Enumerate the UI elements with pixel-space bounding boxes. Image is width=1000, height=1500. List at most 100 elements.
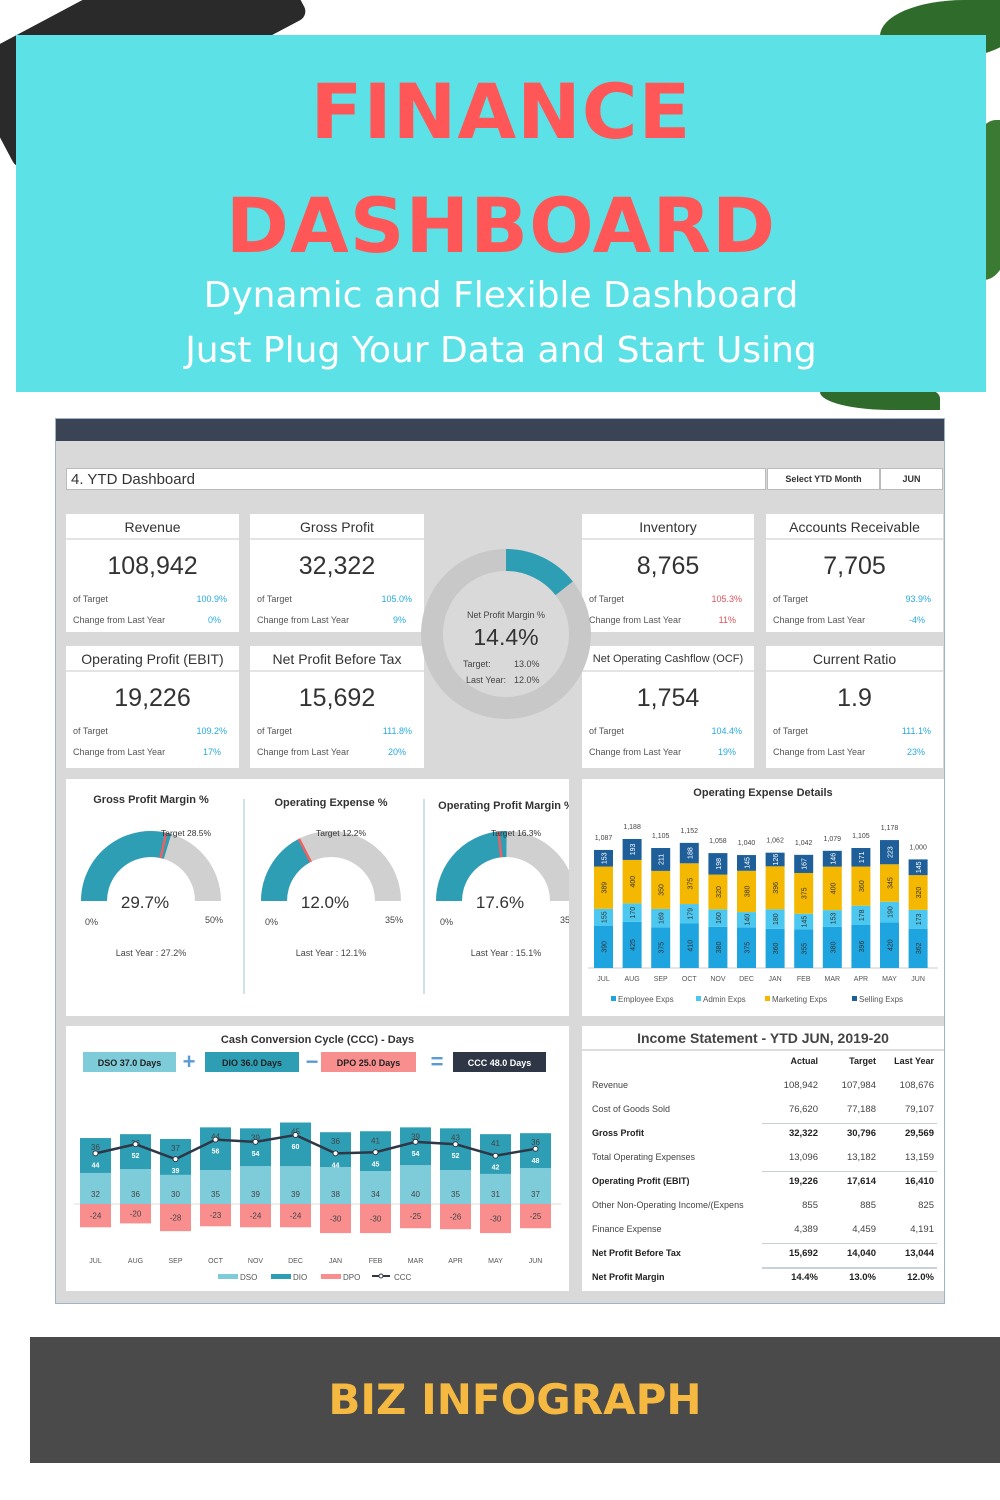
gauge-min: 0% [265, 917, 278, 927]
ccc-month-label: DEC [288, 1258, 303, 1265]
opex-segment-label: 375 [659, 942, 666, 954]
opex-bar-segment [737, 927, 756, 968]
opex-total-label: 1,000 [909, 844, 927, 851]
gauge-target-marker [159, 832, 168, 859]
dso-label: 34 [371, 1190, 380, 1199]
dpo-label: -20 [130, 1210, 142, 1219]
ccc-value-label: 45 [372, 1161, 380, 1168]
opex-segment-label: 345 [888, 877, 895, 889]
dso-label: 35 [451, 1190, 460, 1199]
kpi-title: Inventory [582, 514, 754, 540]
dio-bar [400, 1127, 431, 1166]
opex-bar-segment [708, 874, 728, 910]
opex-bar-segment [594, 925, 613, 968]
dio-label: 37 [171, 1144, 180, 1153]
opex-segment-label: 155 [602, 911, 609, 923]
dpo-label: -25 [410, 1212, 422, 1221]
dso-label: 39 [291, 1190, 300, 1199]
dpo-bar [160, 1204, 191, 1232]
change-value: 17% [202, 747, 221, 757]
opex-total-label: 1,178 [881, 825, 899, 832]
opex-total-label: 1,188 [623, 824, 641, 831]
opex-segment-label: 362 [916, 942, 923, 954]
dso-label: 30 [171, 1190, 180, 1199]
gauges-panel: Gross Profit Margin % Target 28.5% 29.7% 0%… [66, 779, 569, 1016]
dpo-label: -30 [490, 1215, 502, 1224]
dpo-label: -24 [90, 1212, 102, 1221]
gauge-value: 12.0% [301, 893, 349, 912]
kpi-card: Current Ratio 1.9 of Target Change from Las… [766, 646, 943, 768]
opex-bar-segment [679, 863, 699, 905]
income-cell: 4,191 [910, 1224, 934, 1235]
opex-bar-segment [594, 849, 613, 867]
opex-month-label: JUN [911, 976, 925, 983]
gauges-svg: Gross Profit Margin % Target 28.5% 29.7% 0%… [81, 794, 569, 994]
ccc-point [212, 1136, 219, 1143]
opex-bar-segment [737, 870, 756, 913]
gauge-min: 0% [85, 917, 98, 927]
opex-bar-segment [594, 866, 613, 909]
kpi-title: Revenue [66, 514, 239, 540]
opex-bar-segment [765, 852, 785, 867]
opex-bar-segment [822, 910, 842, 927]
legend-label: DIO [293, 1273, 307, 1282]
income-cell: 79,107 [904, 1104, 934, 1115]
opex-segment-label: 167 [802, 858, 809, 870]
change-label: Change from Last Year [73, 747, 166, 757]
opex-bar-segment [708, 909, 728, 927]
opex-bar-segment [794, 913, 814, 930]
banner-subtitle-1: Dynamic and Flexible Dashboard [203, 275, 799, 316]
of-target-label: of Target [589, 594, 624, 604]
income-column-header: Actual [790, 1056, 818, 1066]
opex-segment-label: 153 [602, 852, 609, 864]
dso-bar [400, 1165, 431, 1204]
opex-segment-label: 153 [830, 912, 837, 924]
ccc-point [452, 1141, 459, 1148]
opex-segment-label: 169 [659, 912, 666, 924]
opex-bar-segment [908, 859, 928, 876]
opex-month-label: DEC [739, 976, 754, 983]
opex-bar-segment [708, 926, 728, 968]
income-row-label: Finance Expense [592, 1224, 662, 1234]
ccc-value-label: 60 [292, 1144, 300, 1151]
opex-bar-segment [651, 908, 671, 928]
opex-total-label: 1,087 [595, 835, 613, 842]
gauge-max: 35% [385, 915, 403, 925]
kpi-value: 7,705 [823, 552, 886, 580]
ccc-summary-label: CCC 48.0 Days [468, 1058, 532, 1068]
opex-segment-label: 320 [716, 886, 723, 898]
opex-bar-segment [594, 908, 613, 926]
legend-swatch [696, 996, 701, 1001]
legend-swatch [852, 996, 857, 1001]
change-label: Change from Last Year [73, 615, 166, 625]
income-statement-panel: Income Statement - YTD JUN, 2019-20 Actu… [582, 1026, 944, 1291]
opex-segment-label: 193 [630, 844, 637, 856]
opex-bar-segment [908, 875, 928, 910]
select-month-dropdown[interactable]: JUN [880, 468, 943, 490]
banner-title-line2: DASHBOARD [225, 181, 777, 270]
opex-segment-label: 178 [859, 909, 866, 921]
change-value: 19% [717, 747, 736, 757]
dso-bar [480, 1173, 511, 1204]
ccc-summary-label: DPO 25.0 Days [337, 1058, 401, 1068]
opex-segment-label: 420 [888, 939, 895, 951]
gauge-value-arc [436, 831, 507, 902]
income-cell: 15,692 [788, 1248, 818, 1259]
income-cell: 4,389 [794, 1224, 818, 1235]
opex-month-label: SEP [654, 976, 668, 983]
dpo-label: -30 [370, 1215, 382, 1224]
income-cell: 16,410 [904, 1176, 934, 1187]
of-target-label: of Target [773, 594, 808, 604]
income-row-label: Operating Profit (EBIT) [592, 1176, 690, 1186]
opex-segment-label: 390 [602, 941, 609, 953]
opex-bar-segment [708, 853, 728, 875]
income-row-label: Net Profit Before Tax [592, 1248, 681, 1258]
ccc-point [372, 1149, 379, 1156]
income-cell: 4,459 [852, 1224, 876, 1235]
gauge-title: Operating Expense % [274, 797, 387, 809]
kpi-title: Gross Profit [250, 514, 424, 540]
dio-label: 43 [451, 1133, 460, 1142]
dso-bar [160, 1174, 191, 1204]
ccc-month-label: MAR [408, 1258, 424, 1265]
opex-total-label: 1,062 [766, 838, 784, 845]
